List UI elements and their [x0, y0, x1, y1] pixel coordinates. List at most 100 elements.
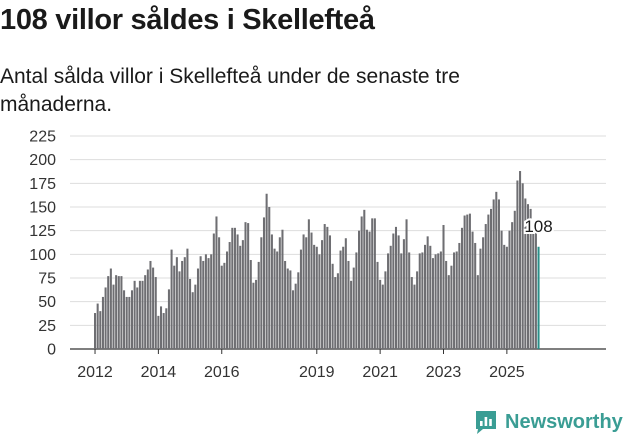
bar	[239, 245, 242, 349]
bar	[350, 280, 353, 349]
bar	[365, 229, 368, 349]
bar	[352, 267, 355, 349]
bar	[181, 260, 184, 349]
y-tick-label: 150	[29, 200, 56, 217]
bar	[307, 219, 310, 349]
bar	[146, 269, 149, 349]
bar	[136, 287, 139, 349]
bar	[482, 237, 485, 349]
bar	[392, 233, 395, 349]
bar	[402, 239, 405, 349]
bar	[170, 249, 173, 349]
bar	[394, 226, 398, 349]
bar	[178, 271, 181, 349]
bar	[99, 311, 102, 349]
bar	[339, 250, 342, 349]
bar	[516, 180, 519, 349]
bar	[286, 268, 289, 349]
bar	[112, 284, 115, 349]
y-tick-label: 125	[29, 223, 56, 240]
bar	[455, 251, 458, 349]
bar	[149, 260, 152, 349]
bar	[487, 214, 490, 349]
bar	[397, 235, 400, 349]
bar	[194, 284, 197, 349]
bar	[479, 248, 482, 349]
brand[interactable]: Newsworthy	[474, 407, 623, 437]
x-tick-label: 2021	[362, 364, 398, 381]
bar	[128, 296, 131, 349]
bar	[260, 237, 263, 349]
newsworthy-logo-icon	[476, 411, 496, 434]
bar	[297, 272, 300, 349]
bar	[508, 230, 511, 349]
bar	[173, 265, 176, 349]
bar	[331, 263, 334, 349]
bar	[408, 252, 411, 349]
bar	[223, 262, 226, 349]
bar	[162, 313, 165, 349]
bar	[130, 290, 134, 349]
bar	[157, 315, 160, 349]
bar	[167, 289, 170, 349]
bar	[249, 260, 252, 349]
bar	[442, 224, 445, 349]
bar	[133, 280, 136, 349]
y-tick-label: 0	[47, 342, 56, 359]
bar	[292, 290, 295, 349]
bar	[294, 283, 297, 349]
y-tick-label: 175	[29, 176, 56, 193]
bar	[431, 258, 434, 349]
bar	[154, 277, 157, 349]
bar	[421, 252, 424, 349]
bar	[371, 218, 374, 349]
bar	[534, 230, 537, 349]
x-tick-label: 2023	[426, 364, 462, 381]
bar	[236, 234, 239, 349]
bar	[505, 246, 508, 349]
bar	[513, 210, 516, 349]
bar	[321, 240, 324, 349]
bar	[252, 282, 255, 349]
bar	[360, 216, 363, 349]
bar	[231, 227, 234, 349]
bar	[125, 296, 128, 349]
highlight-bar	[537, 246, 540, 349]
bar	[138, 280, 141, 349]
bar	[418, 253, 421, 349]
bar	[342, 246, 345, 349]
bar	[381, 284, 384, 349]
chart-title: 108 villor såldes i Skellefteå	[0, 4, 375, 36]
annotations: 108	[522, 215, 554, 238]
bar	[212, 233, 215, 349]
bar	[270, 234, 273, 349]
bar	[218, 237, 221, 349]
bar	[500, 230, 503, 349]
bar	[165, 308, 168, 349]
bar	[328, 235, 332, 349]
bar	[424, 244, 427, 349]
bar	[358, 230, 361, 349]
bar	[405, 219, 408, 349]
bar	[373, 218, 376, 349]
bar	[416, 271, 419, 349]
chart-subtitle: Antal sålda villor i Skellefteå under de…	[0, 65, 460, 116]
y-tick-label: 75	[38, 271, 56, 288]
bar	[204, 254, 207, 349]
bar	[426, 236, 429, 349]
bar	[226, 251, 229, 349]
bar	[144, 275, 147, 349]
bar	[207, 258, 210, 349]
bar	[273, 248, 276, 349]
bar	[453, 252, 456, 349]
bar	[299, 249, 302, 349]
bar	[310, 232, 313, 349]
bar	[503, 244, 506, 349]
bar	[497, 199, 500, 349]
bar	[196, 268, 200, 349]
bar	[101, 296, 104, 349]
bar	[471, 231, 474, 349]
y-tick-label: 200	[29, 152, 56, 169]
bar	[376, 261, 379, 349]
bar	[490, 208, 493, 349]
